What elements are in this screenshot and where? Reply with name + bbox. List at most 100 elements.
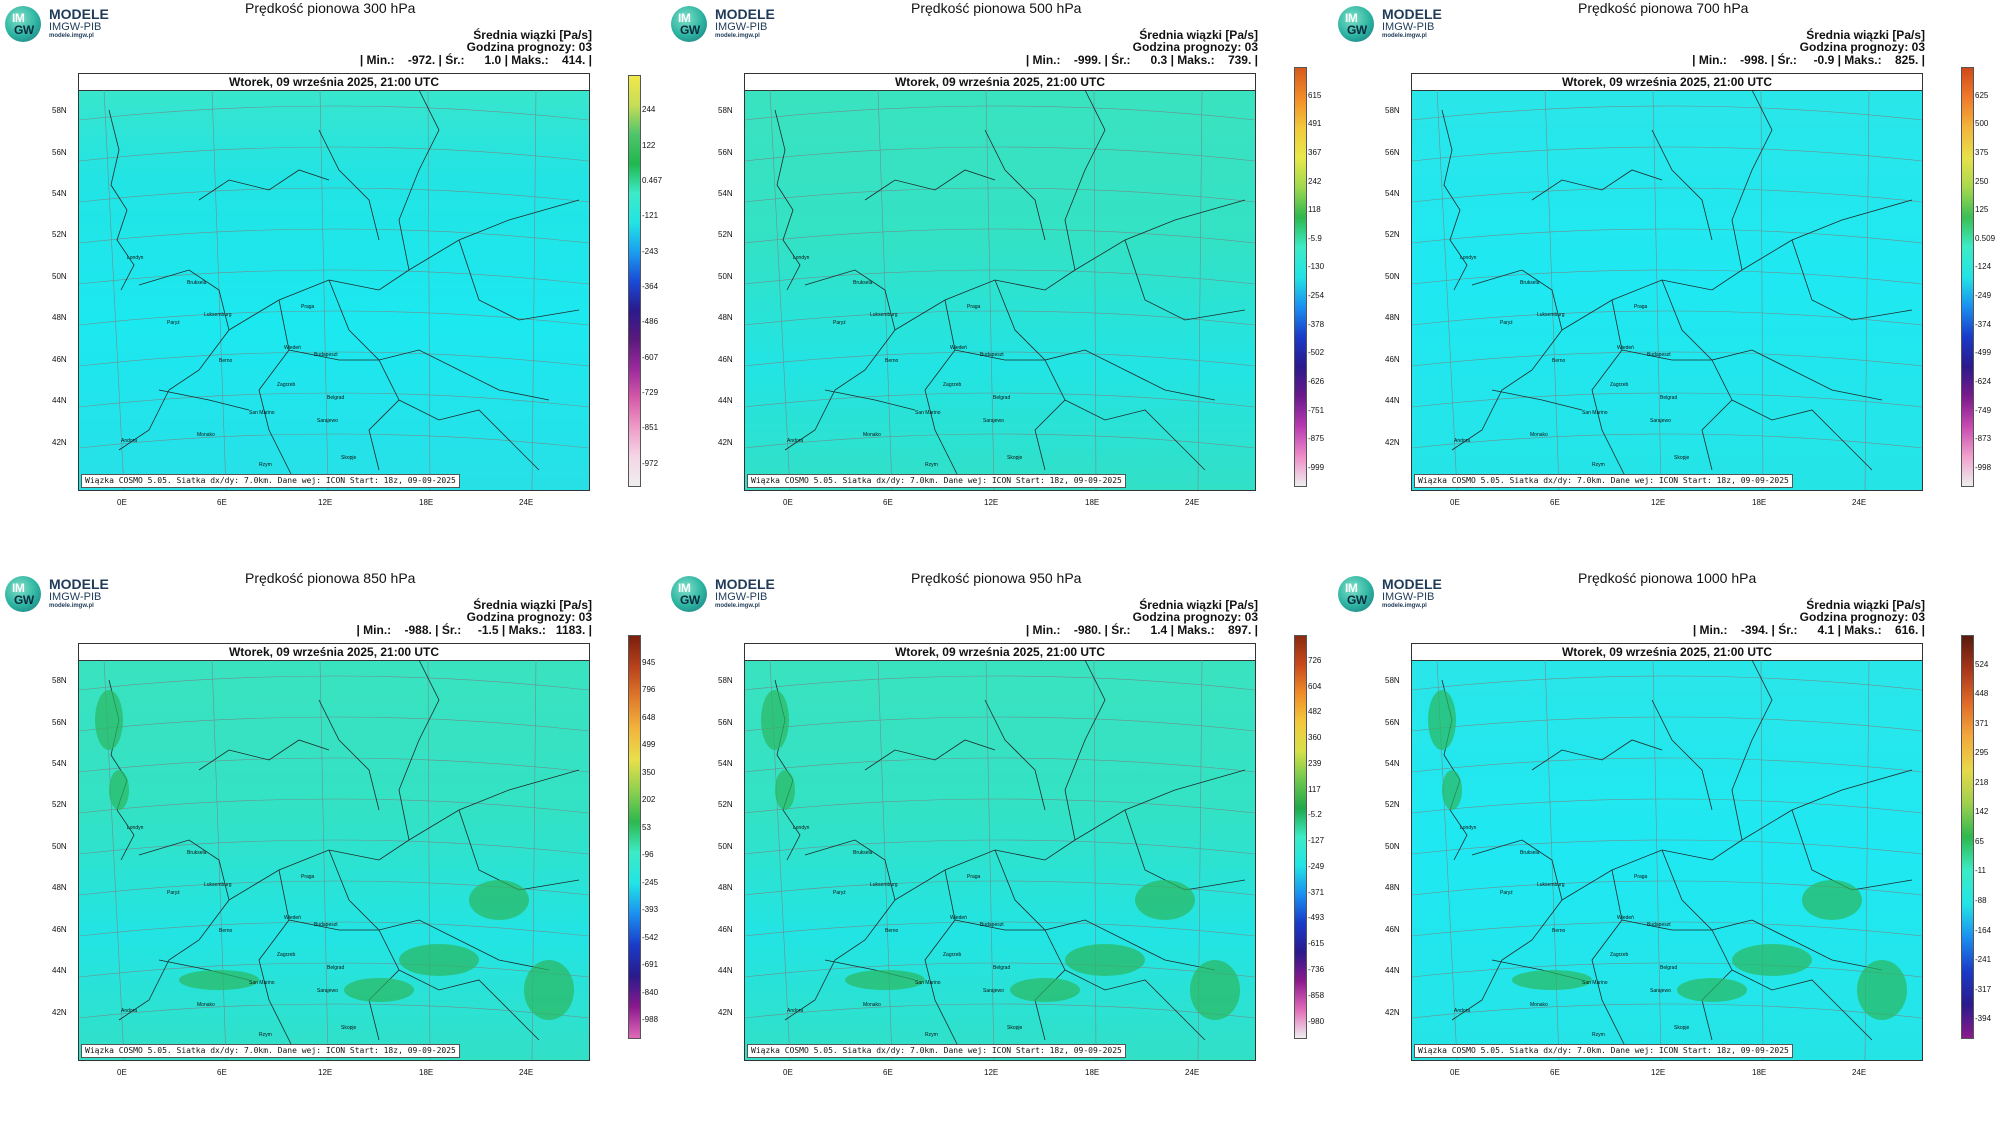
country-border: [1124, 809, 1246, 891]
logo-subtitle: IMGW-PIB: [49, 591, 102, 603]
country-border: [1531, 739, 1663, 771]
longitude-label: 0E: [117, 1068, 127, 1077]
map-footer: Wiązka COSMO 5.05. Siatka dx/dy: 7.0km. …: [747, 474, 1126, 488]
map-overlay: [745, 660, 1255, 1060]
latitude-label: 50N: [1385, 842, 1400, 851]
latitude-label: 56N: [718, 718, 733, 727]
latitude-label: 58N: [1385, 106, 1400, 115]
forecast-hour: Godzina prognozy: 03: [1799, 40, 1925, 54]
country-border: [994, 279, 1216, 401]
city-label: Andora: [121, 438, 138, 444]
colorbar-label: -121: [642, 211, 659, 221]
latitude-gridline: [79, 962, 589, 978]
uplift-area: [1442, 770, 1462, 810]
latitude-label: 42N: [1385, 1008, 1400, 1017]
latitude-gridline: [79, 310, 589, 326]
city-label: Budapeszt: [980, 352, 1004, 358]
colorbar: [628, 635, 641, 1039]
city-label: Rzym: [259, 1032, 272, 1038]
latitude-label: 54N: [1385, 189, 1400, 198]
country-border: [1124, 239, 1246, 321]
country-border: [994, 849, 1216, 971]
city-label: Budapeszt: [980, 922, 1004, 928]
colorbar-label: 117: [1308, 784, 1321, 794]
city-label: Zagrzeb: [943, 952, 962, 958]
country-border: [1591, 869, 1628, 1051]
longitude-label: 18E: [1085, 498, 1100, 507]
city-label: Bruksela: [187, 850, 207, 856]
latitude-label: 54N: [52, 759, 67, 768]
city-label: Londyn: [1460, 825, 1477, 831]
longitude-label: 12E: [318, 1068, 333, 1077]
colorbar-label: 360: [1308, 733, 1322, 743]
colorbar-label: -691: [642, 960, 659, 970]
logo-title: MODELE: [715, 6, 775, 22]
city-label: Sarajewo: [317, 988, 338, 994]
uplift-area: [845, 970, 925, 990]
uplift-area: [1428, 690, 1456, 750]
country-border: [258, 869, 295, 1051]
city-label: Paryż: [833, 320, 846, 326]
logo-mark-bottom: GW: [14, 593, 34, 607]
colorbar-label: 482: [1308, 707, 1322, 717]
city-label: Rzym: [259, 462, 272, 468]
forecast-hour: Godzina prognozy: 03: [466, 610, 592, 624]
latitude-gridline: [745, 310, 1255, 326]
country-border: [1731, 399, 1873, 471]
country-border: [1491, 389, 1583, 411]
latitude-label: 50N: [718, 272, 733, 281]
city-label: Londyn: [793, 255, 810, 261]
city-label: Budapeszt: [314, 922, 338, 928]
logo-mark: IM GW: [1338, 6, 1374, 42]
country-border: [864, 169, 996, 201]
country-border: [398, 660, 440, 841]
uplift-area: [775, 770, 795, 810]
longitude-label: 12E: [1651, 1068, 1666, 1077]
latitude-gridline: [79, 187, 589, 203]
latitude-gridline: [79, 392, 589, 408]
city-label: Andora: [787, 438, 804, 444]
latitude-gridline: [745, 433, 1255, 449]
country-border: [864, 739, 996, 771]
city-label: San Marino: [915, 980, 941, 986]
country-border: [118, 269, 230, 451]
country-border: [1591, 299, 1628, 481]
country-border: [288, 919, 400, 1041]
colorbar-label: -5.9: [1308, 233, 1322, 243]
city-label: Luksemburg: [204, 882, 232, 888]
logo-url: modele.imgw.pl: [49, 603, 94, 609]
city-label: Praga: [301, 874, 315, 880]
colorbar-label: -749: [1975, 405, 1992, 415]
longitude-gridline: [319, 90, 329, 490]
colorbar-label: 65: [1975, 836, 1984, 846]
map-area: Wtorek, 09 września 2025, 21:00 UTC Londy…: [1411, 643, 1923, 1061]
colorbar-label: -254: [1308, 291, 1325, 301]
map-footer: Wiązka COSMO 5.05. Siatka dx/dy: 7.0km. …: [81, 474, 460, 488]
latitude-label: 58N: [718, 676, 733, 685]
longitude-gridline: [1760, 90, 1764, 490]
latitude-gridline: [745, 716, 1255, 732]
city-label: Londyn: [127, 825, 144, 831]
colorbar-label: -542: [642, 932, 659, 942]
latitude-label: 54N: [52, 189, 67, 198]
units-label: Średnia wiązki [Pa/s]: [473, 598, 592, 612]
colorbar: [1961, 635, 1974, 1039]
city-label: Sarajewo: [1650, 418, 1671, 424]
colorbar-label: -998: [1975, 462, 1992, 472]
logo-mark-top: IM: [1345, 11, 1358, 25]
colorbar-label: -873: [1975, 434, 1992, 444]
colorbar-label: -607: [642, 352, 659, 362]
map-footer: Wiązka COSMO 5.05. Siatka dx/dy: 7.0km. …: [747, 1044, 1126, 1058]
logo-mark-top: IM: [1345, 581, 1358, 595]
colorbar-label: -499: [1975, 348, 1992, 358]
colorbar-label: 375: [1975, 147, 1989, 157]
longitude-gridline: [427, 660, 431, 1060]
longitude-label: 24E: [1852, 498, 1867, 507]
city-label: Londyn: [793, 825, 810, 831]
latitude-gridline: [1412, 757, 1922, 773]
latitude-gridline: [79, 675, 589, 691]
city-label: Paryż: [167, 890, 180, 896]
city-label: Praga: [967, 874, 981, 880]
country-border: [1651, 699, 1713, 811]
forecast-hour: Godzina prognozy: 03: [466, 40, 592, 54]
